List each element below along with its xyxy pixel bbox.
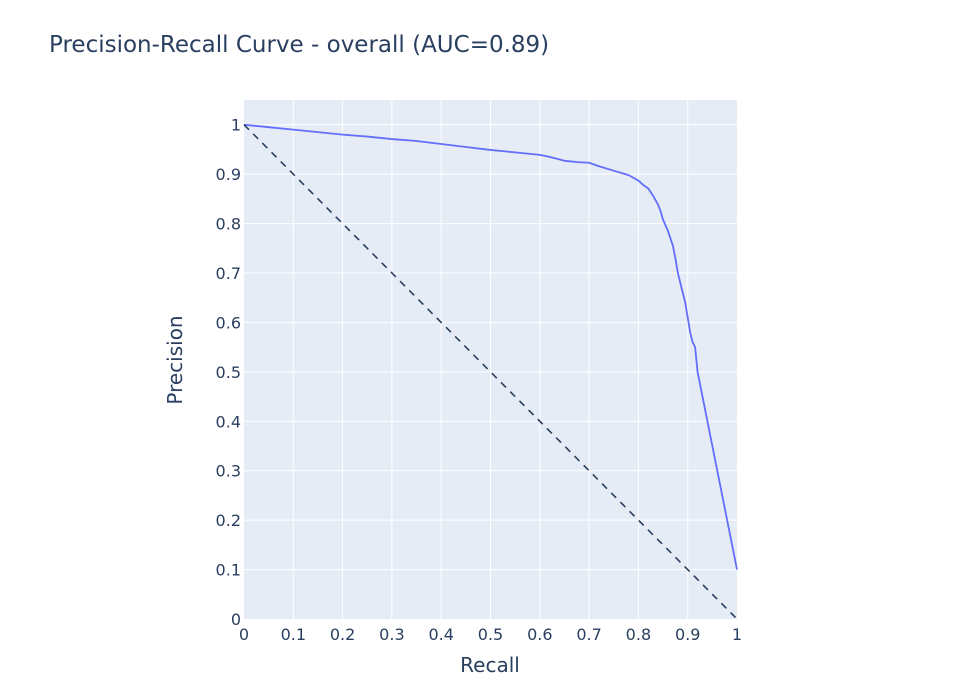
y-axis-ticks: 0 0.1 0.2 0.3 0.4 0.5 0.6 0.7 0.8 0.9 1 xyxy=(216,116,241,629)
pr-curve-line xyxy=(243,123,738,570)
x-tick-label: 0.8 xyxy=(626,625,651,644)
x-axis-title: Recall xyxy=(460,653,520,677)
y-tick-label: 0.1 xyxy=(216,561,241,580)
x-tick-label: 0 xyxy=(239,625,249,644)
y-tick-label: 0.3 xyxy=(216,462,241,481)
x-tick-label: 0.2 xyxy=(330,625,355,644)
x-tick-label: 0.1 xyxy=(281,625,306,644)
x-tick-label: 0.7 xyxy=(576,625,601,644)
x-tick-label: 0.4 xyxy=(428,625,453,644)
y-tick-label: 0.8 xyxy=(216,215,241,234)
y-tick-label: 0.4 xyxy=(216,412,241,431)
y-tick-label: 0.5 xyxy=(216,363,241,382)
y-tick-label: 0 xyxy=(231,610,241,629)
y-tick-label: 0.2 xyxy=(216,511,241,530)
x-tick-label: 0.6 xyxy=(527,625,552,644)
x-tick-label: 1 xyxy=(732,625,742,644)
x-tick-label: 0.5 xyxy=(478,625,503,644)
y-tick-label: 1 xyxy=(231,116,241,135)
series-layer xyxy=(243,123,738,620)
x-axis-ticks: 0 0.1 0.2 0.3 0.4 0.5 0.6 0.7 0.8 0.9 1 xyxy=(239,625,742,644)
y-tick-label: 0.6 xyxy=(216,313,241,332)
y-tick-label: 0.9 xyxy=(216,165,241,184)
chart-title: Precision-Recall Curve - overall (AUC=0.… xyxy=(49,32,549,58)
x-gridlines xyxy=(292,100,689,619)
x-tick-label: 0.9 xyxy=(675,625,700,644)
x-tick-label: 0.3 xyxy=(379,625,404,644)
y-gridlines xyxy=(244,124,737,571)
y-axis-title: Precision xyxy=(163,315,187,404)
y-tick-label: 0.7 xyxy=(216,264,241,283)
